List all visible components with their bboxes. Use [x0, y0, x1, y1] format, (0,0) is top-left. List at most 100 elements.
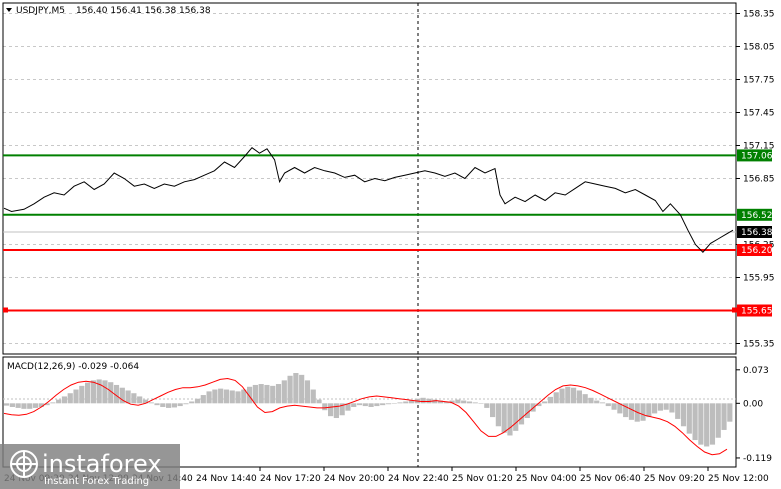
time-tick-label: 24 Nov 17:20 — [260, 474, 321, 484]
time-tick-label: 24 Nov 20:00 — [324, 474, 385, 484]
price-grid — [3, 13, 736, 344]
macd-hist-bar — [524, 403, 530, 419]
macd-hist-bar — [507, 403, 513, 436]
macd-hist-bar — [119, 387, 125, 404]
current-price-text: 156.38 — [741, 228, 773, 238]
macd-hist-bar — [588, 397, 594, 404]
macd-hist-bar — [125, 390, 131, 404]
macd-hist-bar — [409, 400, 415, 404]
macd-hist-bar — [385, 403, 392, 405]
macd-hist-bar — [582, 394, 588, 404]
macd-hist-bar — [599, 402, 606, 404]
watermark-brand: instaforex — [42, 450, 162, 478]
macd-hist-bar — [461, 400, 467, 404]
macd-hist-bar — [646, 403, 652, 418]
macd-hist-bar — [495, 403, 501, 427]
macd-hist-bar — [692, 403, 698, 441]
macd-hist-bar — [547, 396, 554, 404]
macd-hist-bar — [484, 403, 490, 408]
macd-tick-label: -0.119 — [743, 454, 772, 464]
price-tick-label: 158.05 — [743, 43, 775, 53]
price-tick-label: 156.85 — [743, 175, 775, 185]
macd-hist-bar — [391, 403, 397, 404]
macd-hist-bar — [247, 386, 253, 404]
macd-hist-bar — [339, 403, 345, 416]
macd-hist-bar — [623, 403, 629, 418]
macd-hist-bar — [675, 403, 681, 419]
macd-hist-bar — [85, 382, 91, 404]
price-tick-label: 157.15 — [743, 142, 775, 152]
macd-hist-bar — [304, 380, 311, 404]
macd-hist-bar — [704, 403, 710, 447]
price-tick-label: 158.35 — [743, 10, 775, 20]
time-tick-label: 24 Nov 22:40 — [388, 474, 449, 484]
macd-hist-bar — [328, 403, 334, 417]
macd-hist-bar — [594, 400, 600, 404]
macd-hist-bar — [362, 403, 368, 407]
macd-hist-bar — [166, 403, 172, 408]
macd-hist-bar — [513, 403, 519, 431]
macd-hist-bar — [698, 403, 704, 445]
macd-hist-bar — [171, 403, 177, 408]
macd-hist-bar — [611, 403, 617, 410]
macd-hist-bar — [466, 401, 473, 404]
macd-hist-bar — [223, 389, 230, 404]
level-anchor-left — [3, 307, 8, 313]
macd-hist-bar — [605, 403, 611, 407]
time-tick-label: 25 Nov 01:20 — [452, 474, 513, 484]
levels — [3, 154, 737, 313]
time-tick-label: 24 Nov 14:40 — [196, 474, 257, 484]
macd-hist-bar — [148, 402, 154, 404]
macd-hist-bar — [727, 403, 733, 422]
macd-hist-bar — [96, 379, 102, 404]
price-tick-label: 157.75 — [743, 76, 775, 86]
macd-hist-bar — [536, 403, 542, 407]
macd-hist-bar — [565, 386, 571, 404]
price-line — [3, 147, 734, 253]
macd-hist-bar — [380, 403, 386, 406]
macd-hist-bar — [617, 403, 623, 414]
macd-hist-bar — [32, 403, 39, 408]
price-tick-label: 157.45 — [743, 109, 775, 119]
macd-hist-bar — [316, 399, 322, 404]
macd-hist-bar — [206, 391, 212, 404]
macd-hist-bar — [553, 392, 559, 404]
macd-hist-bar — [189, 401, 195, 404]
ohlc-values: 156.40 156.41 156.38 156.38 — [76, 6, 211, 16]
level-label-box — [737, 208, 772, 221]
macd-hist-bar — [27, 403, 33, 409]
macd-hist-bar — [640, 403, 646, 421]
macd-hist-bar — [293, 373, 299, 404]
price-tick-label: 155.35 — [743, 340, 775, 350]
macd-hist-bar — [437, 400, 444, 404]
macd-hist-bar — [137, 396, 143, 404]
macd-hist-bar — [258, 384, 264, 404]
level-label-box — [737, 149, 772, 162]
macd-hist-bar — [472, 402, 478, 404]
dropdown-triangle-icon[interactable] — [6, 8, 12, 12]
level-label-box — [737, 304, 772, 317]
time-tick-label: 25 Nov 04:00 — [516, 474, 577, 484]
macd-hist-bar — [669, 403, 675, 413]
macd-hist-bar — [212, 389, 218, 404]
macd-hist-bar — [686, 403, 692, 434]
macd-hist-bar — [73, 389, 79, 404]
macd-histogram — [4, 373, 733, 447]
macd-hist-bar — [420, 397, 426, 404]
macd-hist-bar — [235, 391, 241, 404]
macd-hist-bar — [67, 393, 73, 404]
macd-hist-bar — [15, 403, 21, 408]
macd-hist-bar — [183, 403, 189, 405]
macd-hist-bar — [356, 403, 363, 406]
instaforex-logo-icon — [10, 450, 38, 478]
macd-hist-bar — [542, 401, 548, 404]
macd-hist-bar — [455, 399, 461, 404]
macd-hist-bar — [252, 384, 258, 404]
level-label: 155.65 — [741, 307, 773, 317]
macd-hist-bar — [576, 390, 582, 404]
macd-hist-bar — [21, 403, 27, 409]
macd-hist-bar — [333, 403, 339, 419]
macd-hist-bar — [663, 403, 669, 410]
macd-hist-bar — [652, 403, 658, 414]
